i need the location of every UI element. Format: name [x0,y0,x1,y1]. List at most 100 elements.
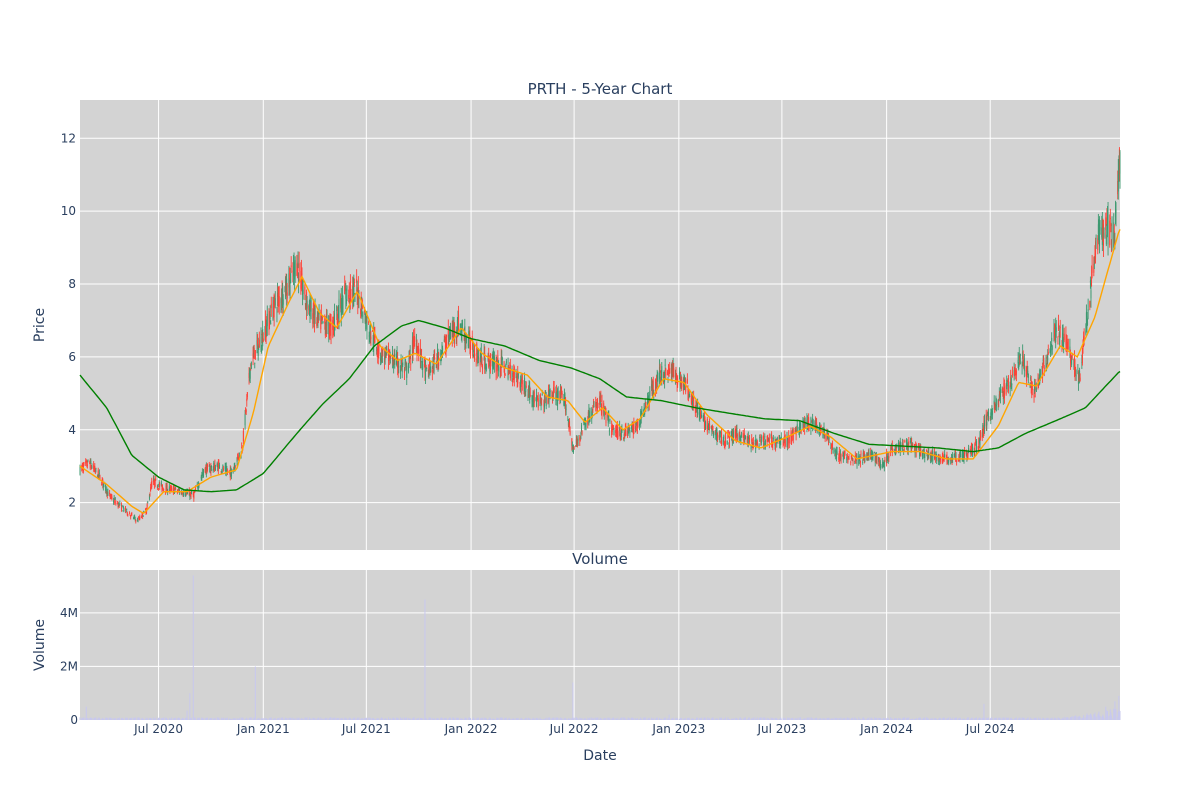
volume-bar [459,719,461,720]
candle-body [1075,367,1077,372]
volume-bar [1010,718,1012,720]
candle-body [581,430,583,435]
candle-body [162,486,164,488]
candle-body [593,405,595,408]
volume-bar [930,719,932,720]
volume-bar [432,719,434,720]
volume-bar [277,718,279,720]
volume-bar [963,718,965,720]
volume-bar [792,717,794,720]
volume-bar [254,666,256,720]
candle-body [628,427,630,432]
volume-bar [627,718,629,720]
candle-body [521,382,523,387]
candle-body [1079,377,1081,381]
volume-bar [584,718,586,720]
candle-body [730,432,732,434]
candle-body [114,498,116,500]
candle-body [337,310,339,325]
volume-bar [420,718,422,720]
candle-body [932,451,934,462]
candle-body [608,416,610,418]
candle-body [559,391,561,401]
volume-bar [950,718,952,720]
volume-bar [661,718,663,720]
volume-bar [1014,718,1016,720]
candle-body [748,437,750,439]
volume-bar [193,717,195,720]
candle-body [214,463,216,469]
candle-body [460,323,462,328]
volume-bar [612,717,614,720]
candle-body [195,488,197,491]
candle-body [461,329,463,334]
candle-body [452,324,454,332]
volume-bar [771,718,773,720]
volume-bar [887,717,889,720]
candle-body [368,335,370,337]
volume-bar [890,718,892,720]
volume-bar [284,717,286,720]
candle-body [123,508,125,511]
candle-body [257,339,259,344]
candle-body [729,435,731,443]
volume-bar [166,718,168,720]
volume-bar [947,718,949,720]
short-moving-average-line [79,229,1121,515]
price-plot-area[interactable] [80,100,1120,550]
candle-body [655,379,657,392]
volume-bar [662,719,664,720]
volume-bar [406,717,408,720]
candle-body [600,396,602,398]
candle-body [222,465,224,467]
volume-bar [597,717,599,720]
volume-bar [493,718,495,720]
volume-bar [611,718,613,720]
candle-body [633,421,635,434]
candle-body [114,499,116,504]
volume-bar [649,718,651,720]
candle-body [1089,281,1091,283]
volume-bar [222,717,224,720]
volume-bar [559,718,561,720]
candle-body [772,437,774,440]
volume-bar [302,718,304,720]
volume-bar [775,717,777,720]
volume-bar [810,717,812,720]
candle-body [635,426,637,430]
candle-body [863,453,865,460]
x-tick-label: Jul 2021 [341,722,391,736]
volume-bar [902,718,904,720]
candle-body [415,342,417,352]
volume-bar [1063,718,1065,720]
volume-bar [561,719,563,720]
volume-bar [1090,714,1092,720]
candle-body [411,340,413,356]
volume-bar [1031,718,1033,720]
candle-body [969,448,971,450]
candle-body [1073,359,1075,368]
candle-body [1050,348,1052,352]
volume-bar [1005,717,1007,720]
candle-body [631,422,633,432]
volume-bar [153,718,155,720]
candle-body [553,388,555,393]
volume-plot-area[interactable] [80,570,1120,720]
candle-body [278,296,280,307]
volume-bar [356,717,358,720]
candle-body [158,482,160,486]
candle-body [472,349,474,353]
candle-body [503,361,505,368]
candle-body [138,518,140,520]
candle-body [726,440,728,445]
candle-body [233,466,235,468]
volume-bar [921,719,923,720]
volume-bar [432,719,434,720]
x-tick-label: Jan 2023 [651,722,705,736]
candle-body [1010,377,1012,384]
candle-body [1069,354,1071,362]
candle-body [943,458,945,461]
volume-bar [258,718,260,720]
volume-bar [775,718,777,720]
volume-bar [388,718,390,720]
